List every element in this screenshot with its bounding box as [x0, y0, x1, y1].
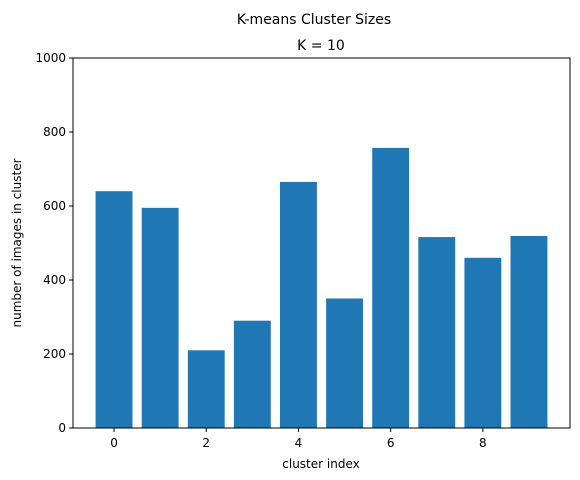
x-axis-label: cluster index: [282, 457, 359, 471]
bar-1: [141, 207, 179, 428]
y-tick-label-800: 800: [43, 125, 66, 139]
bar-8: [464, 257, 502, 428]
y-tick-label-1000: 1000: [35, 51, 66, 65]
bar-0: [95, 191, 133, 428]
chart-title: K-means Cluster Sizes: [237, 12, 391, 28]
y-tick-label-400: 400: [43, 273, 66, 287]
bar-7: [418, 237, 456, 428]
x-tick-label-4: 4: [295, 436, 303, 450]
y-axis-label: number of images in cluster: [10, 158, 24, 327]
bar-6: [372, 147, 410, 428]
axes-group: [72, 57, 571, 429]
x-tick-label-8: 8: [479, 436, 487, 450]
y-tick-label-200: 200: [43, 347, 66, 361]
bar-5: [326, 298, 363, 428]
bar-9: [510, 235, 548, 428]
ticks-group: 0 2 4 6 8 0 200 400 600 800 1000: [35, 51, 486, 450]
y-tick-label-600: 600: [43, 199, 66, 213]
x-tick-label-2: 2: [202, 436, 210, 450]
x-tick-label-0: 0: [110, 436, 118, 450]
bars-group: [95, 147, 548, 428]
plot-frame: [72, 57, 571, 429]
x-tick-label-6: 6: [387, 436, 395, 450]
y-tick-label-0: 0: [58, 421, 66, 435]
bar-4: [280, 181, 317, 428]
bar-3: [233, 320, 271, 428]
bar-2: [187, 350, 225, 428]
chart-subtitle: K = 10: [297, 38, 345, 54]
